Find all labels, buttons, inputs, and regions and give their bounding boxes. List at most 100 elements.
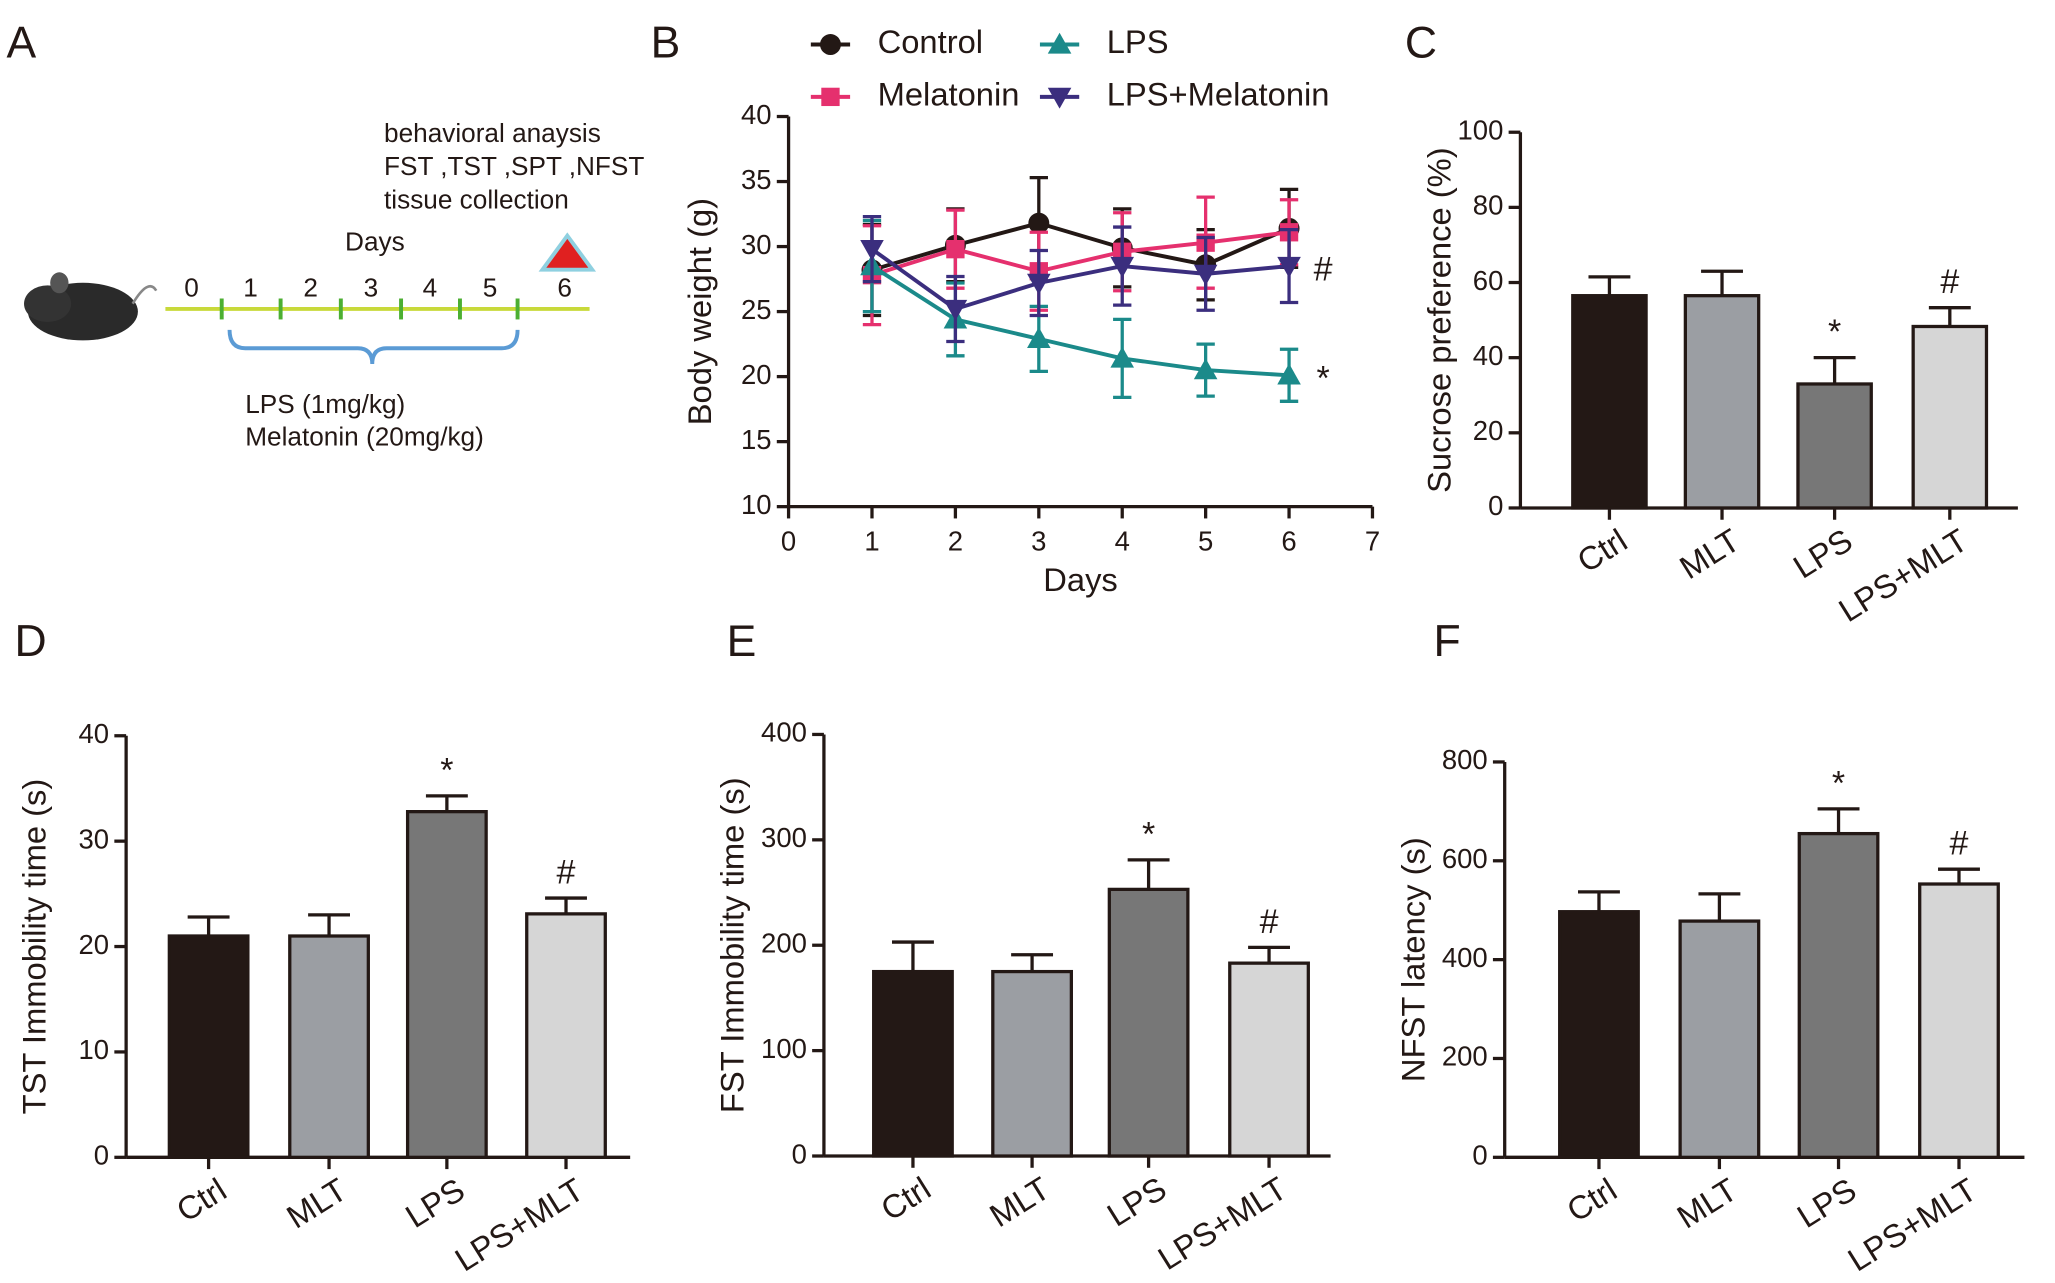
note: behavioral anaysis [384, 118, 601, 148]
significance-mark: * [1832, 764, 1845, 802]
note: tissue collection [384, 185, 569, 215]
y-tick-label: 0 [792, 1138, 807, 1169]
x-tick-label: LPS [1787, 521, 1859, 585]
x-tick-label: Ctrl [1560, 1171, 1623, 1229]
significance-mark: # [557, 853, 576, 891]
y-axis-title: TST Immobility time (s) [16, 779, 53, 1115]
day-tick: 0 [184, 272, 199, 302]
day-tick: 3 [364, 272, 379, 302]
marker [946, 239, 965, 259]
panel-label: D [14, 617, 46, 666]
bar [1228, 961, 1310, 1158]
series-line [870, 247, 1290, 312]
error-bar [1701, 269, 1743, 296]
bar [1107, 887, 1190, 1158]
panel-label: A [7, 19, 37, 68]
y-tick-label: 100 [761, 1033, 807, 1064]
x-tick-label: LPS+MLT [1832, 521, 1974, 629]
bar [167, 934, 250, 1159]
y-tick-label: 800 [1442, 744, 1488, 775]
bar [1911, 324, 1989, 510]
legend-marker [1047, 32, 1072, 54]
legend-marker [819, 34, 841, 55]
error-bar [1938, 867, 1980, 885]
bar [1797, 831, 1880, 1159]
bar [1558, 910, 1640, 1159]
legend-label: Control [878, 23, 983, 60]
y-tick-label: 100 [1458, 114, 1504, 145]
bar [405, 810, 488, 1159]
y-tick-label: 20 [741, 359, 772, 390]
schematic: A [7, 19, 597, 365]
bar [525, 912, 607, 1159]
marker [860, 239, 884, 261]
significance-mark: # [1950, 825, 1969, 863]
y-tick-label: 60 [1473, 265, 1504, 296]
treatment-bracket [227, 329, 520, 365]
y-tick-label: 30 [741, 229, 772, 260]
treatment: LPS (1mg/kg) [245, 389, 405, 419]
x-tick-label: 3 [1031, 526, 1046, 557]
day-tick: 6 [557, 272, 572, 302]
significance-mark: * [440, 751, 453, 789]
error-bar [1127, 858, 1170, 890]
x-tick-label: LPS [1790, 1171, 1862, 1235]
significance-mark: * [1316, 360, 1329, 398]
error-bar [1928, 306, 1971, 327]
error-bar [187, 915, 230, 937]
bar [288, 934, 370, 1159]
marker [943, 299, 968, 321]
y-tick-label: 400 [1442, 942, 1488, 973]
y-tick-label: 400 [761, 717, 807, 748]
marker [1277, 363, 1301, 385]
panel-label: F [1433, 617, 1460, 666]
legend-marker [1047, 87, 1072, 109]
bar [1571, 294, 1648, 510]
legend-label: LPS+Melatonin [1107, 76, 1330, 113]
panel-label: E [727, 617, 757, 666]
error-bar [308, 913, 350, 937]
marker [1110, 256, 1135, 278]
significance-mark: # [1940, 263, 1959, 301]
error-bar [1578, 890, 1620, 912]
error-bar [1248, 945, 1290, 964]
day-tick: 4 [423, 272, 438, 302]
y-axis-title: Body weight (g) [681, 198, 718, 425]
bar [991, 969, 1073, 1158]
x-tick-label: 6 [1281, 526, 1296, 557]
axis-label: Days [345, 226, 405, 256]
significance-mark: * [1828, 313, 1841, 351]
x-tick-label: LPS [1101, 1169, 1173, 1233]
x-tick-label: MLT [280, 1171, 353, 1236]
x-tick-label: MLT [983, 1169, 1056, 1234]
error-bar [545, 896, 587, 914]
y-tick-label: 0 [1472, 1140, 1487, 1171]
error-bar [425, 794, 468, 812]
y-tick-label: 35 [741, 164, 772, 195]
y-axis-title: FST Immobility time (s) [714, 777, 751, 1113]
y-tick-label: 30 [79, 823, 110, 854]
y-tick-label: 80 [1473, 190, 1504, 221]
note: FST ,TST ,SPT ,NFST [384, 151, 644, 181]
legend-label: LPS [1107, 23, 1169, 60]
y-tick-label: 200 [1442, 1041, 1488, 1072]
day-tick: 5 [483, 272, 498, 302]
y-tick-label: 0 [94, 1140, 109, 1171]
y-tick-label: 25 [741, 294, 772, 325]
error-bar [1588, 275, 1631, 296]
y-tick-label: 600 [1442, 843, 1488, 874]
bar [1918, 882, 2000, 1159]
mouse [24, 272, 158, 341]
series-line [871, 230, 1290, 278]
significance-mark: # [1260, 903, 1279, 941]
x-tick-label: Ctrl [170, 1171, 233, 1229]
marker [1028, 212, 1050, 234]
y-tick-label: 10 [741, 489, 772, 520]
bar [1678, 919, 1761, 1159]
y-tick-label: 40 [79, 718, 110, 749]
series-line [871, 221, 1290, 272]
x-tick-label: Ctrl [874, 1169, 937, 1227]
y-tick-label: 200 [761, 927, 807, 958]
y-tick-label: 10 [79, 1034, 110, 1065]
marker [1277, 256, 1301, 278]
